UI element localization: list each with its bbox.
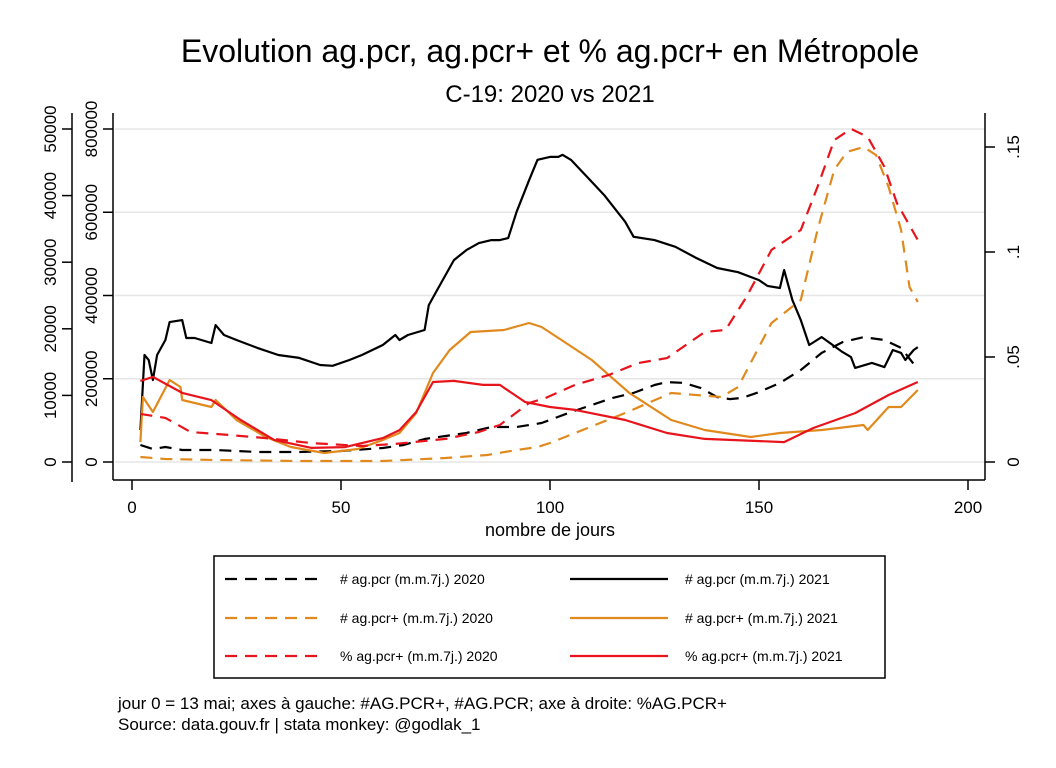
y-tick-label-outer: 20000 bbox=[41, 305, 60, 352]
chart-title: Evolution ag.pcr, ag.pcr+ et % ag.pcr+ e… bbox=[181, 33, 919, 69]
y-tick-label-outer: 50000 bbox=[41, 105, 60, 152]
y-tick-label-right: .1 bbox=[1004, 245, 1023, 259]
legend-label: % ag.pcr+ (m.m.7j.) 2021 bbox=[685, 648, 843, 664]
chart-subtitle: C-19: 2020 vs 2021 bbox=[445, 81, 654, 108]
y-tick-label-inner: 400000 bbox=[82, 267, 101, 324]
y-tick-label-inner: 600000 bbox=[82, 184, 101, 241]
series-line bbox=[139, 321, 919, 455]
y-tick-label-inner: 200000 bbox=[82, 350, 101, 407]
series-line bbox=[140, 375, 919, 449]
legend-box bbox=[213, 555, 886, 679]
y-tick-label-outer: 30000 bbox=[41, 239, 60, 286]
y-tick-label-inner: 0 bbox=[82, 457, 101, 466]
x-tick-label: 50 bbox=[332, 498, 351, 517]
legend-label: # ag.pcr+ (m.m.7j.) 2020 bbox=[340, 610, 493, 626]
footer-source: Source: data.gouv.fr | stata monkey: @go… bbox=[118, 715, 481, 734]
y-tick-label-outer: 0 bbox=[41, 457, 60, 466]
series-line bbox=[140, 127, 919, 448]
y-tick-label-right: .05 bbox=[1004, 345, 1023, 369]
y-tick-label-right: 0 bbox=[1004, 457, 1023, 466]
legend-label: # ag.pcr+ (m.m.7j.) 2021 bbox=[685, 610, 838, 626]
series-lines bbox=[139, 127, 919, 463]
y-tick-label-outer: 40000 bbox=[41, 172, 60, 219]
x-tick-label: 150 bbox=[745, 498, 773, 517]
gridlines bbox=[115, 128, 985, 463]
y-tick-label-right: .15 bbox=[1004, 135, 1023, 159]
x-tick-label: 0 bbox=[127, 498, 136, 517]
x-axis-label: nombre de jours bbox=[485, 520, 615, 540]
legend-label: # ag.pcr (m.m.7j.) 2020 bbox=[340, 571, 485, 587]
y-tick-label-inner: 800000 bbox=[82, 101, 101, 158]
series-line bbox=[140, 145, 919, 463]
axes: 0100002000030000400005000002000004000006… bbox=[41, 101, 1023, 517]
series-line bbox=[140, 336, 919, 454]
legend: # ag.pcr (m.m.7j.) 2020 # ag.pcr (m.m.7j.… bbox=[213, 555, 886, 679]
x-tick-label: 200 bbox=[954, 498, 982, 517]
series-line bbox=[139, 153, 919, 431]
legend-label: % ag.pcr+ (m.m.7j.) 2020 bbox=[340, 648, 498, 664]
y-tick-label-outer: 10000 bbox=[41, 372, 60, 419]
legend-label: # ag.pcr (m.m.7j.) 2021 bbox=[685, 571, 830, 587]
x-tick-label: 100 bbox=[536, 498, 564, 517]
footer-note: jour 0 = 13 mai; axes à gauche: #AG.PCR+… bbox=[117, 694, 727, 713]
